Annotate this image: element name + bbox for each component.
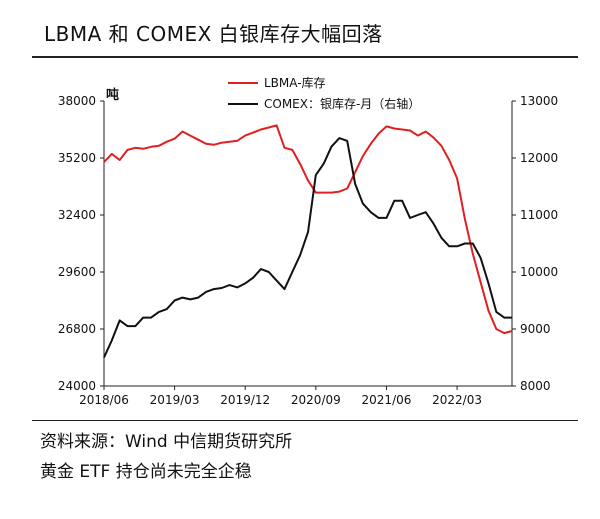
right-tick-label: 10000: [520, 265, 558, 279]
legend-label-comex: COMEX：银库存-月（右轴）: [264, 96, 420, 111]
title-divider: [32, 56, 578, 58]
right-tick-label: 11000: [520, 208, 558, 222]
x-tick-label: 2020/09: [291, 393, 341, 407]
chart-axes: 38000 35200 32400 29600 26800 24000 13000 12000…: [58, 87, 558, 407]
x-tick-label: 2019/03: [150, 393, 200, 407]
left-axis-unit-label: 吨: [106, 87, 119, 103]
source-note: 资料来源：Wind 中信期货研究所: [40, 432, 293, 452]
left-tick-label: 26800: [58, 322, 96, 336]
left-tick-label: 29600: [58, 265, 96, 279]
right-tick-label: 8000: [520, 379, 551, 393]
page-title: LBMA 和 COMEX 白银库存大幅回落: [44, 22, 383, 46]
left-tick-label: 35200: [58, 151, 96, 165]
left-tick-label: 38000: [58, 94, 96, 108]
legend-label-lbma: LBMA-库存: [264, 75, 326, 90]
chart-legend: LBMA-库存 COMEX：银库存-月（右轴）: [228, 75, 420, 111]
left-tick-label: 24000: [58, 379, 96, 393]
series-line-comex: [103, 137, 512, 358]
footer-divider: [32, 420, 578, 421]
left-tick-label: 32400: [58, 208, 96, 222]
x-tick-label: 2021/06: [362, 393, 412, 407]
right-tick-label: 12000: [520, 151, 558, 165]
right-tick-label: 13000: [520, 94, 558, 108]
x-tick-label: 2019/12: [220, 393, 270, 407]
right-tick-label: 9000: [520, 322, 551, 336]
x-tick-label: 2018/06: [79, 393, 129, 407]
summary-note: 黄金 ETF 持仓尚未完全企稳: [40, 462, 252, 482]
x-tick-label: 2022/03: [432, 393, 482, 407]
series-line-lbma: [103, 124, 513, 335]
chart-lines: [103, 124, 513, 358]
